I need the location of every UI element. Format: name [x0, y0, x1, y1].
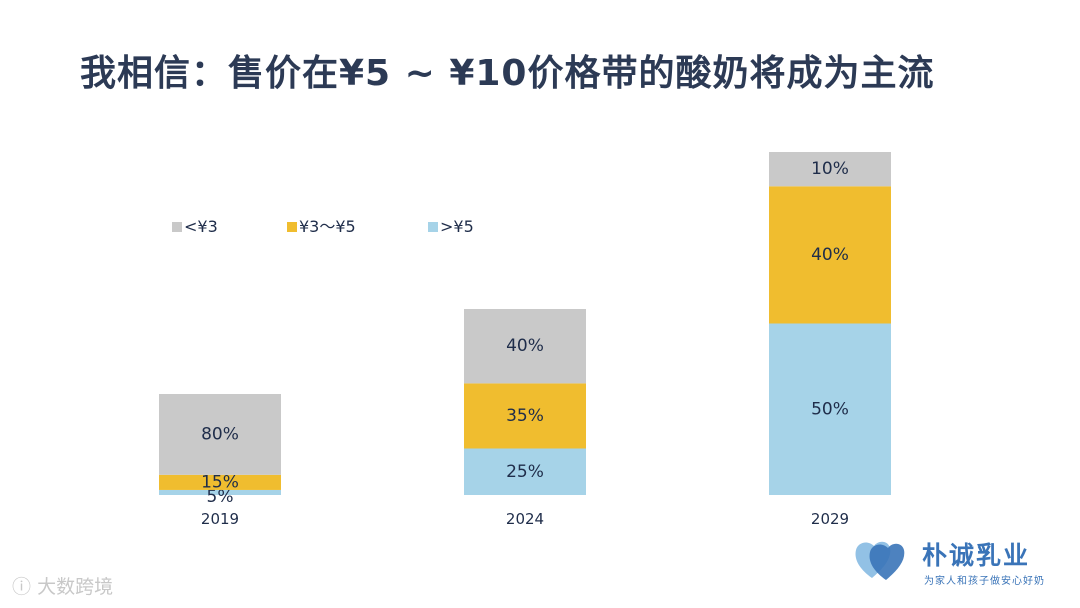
heart-logo-icon — [855, 541, 905, 580]
data-label: 40% — [811, 245, 849, 265]
legend-label: >¥5 — [440, 217, 474, 236]
watermark-logo-icon: ⓘ — [12, 576, 32, 598]
bar-segment — [159, 474, 281, 490]
brand-slogan: 为家人和孩子做安心好奶 — [924, 576, 1045, 587]
brand-logo: 朴诚乳业 为家人和孩子做安心好奶 — [852, 534, 1062, 590]
bar-segment — [464, 309, 586, 384]
watermark-text: 大数跨境 — [37, 576, 114, 598]
data-label: 50% — [811, 399, 849, 419]
x-tick-label: 2024 — [506, 510, 544, 528]
legend-label: <¥3 — [184, 217, 218, 236]
legend-swatch — [287, 222, 297, 232]
bar-segment — [769, 323, 891, 495]
brand-name: 朴诚乳业 — [922, 541, 1031, 570]
bar-segment — [769, 186, 891, 324]
data-label: 15% — [201, 472, 239, 492]
x-tick-label: 2029 — [811, 510, 849, 528]
bar-segment — [464, 383, 586, 449]
data-label: 25% — [506, 462, 544, 482]
legend-swatch — [428, 222, 438, 232]
data-label: 10% — [811, 159, 849, 179]
data-label: 5% — [207, 487, 234, 507]
data-label: 35% — [506, 406, 544, 426]
bar-segment — [159, 489, 281, 495]
data-label: 40% — [506, 336, 544, 356]
bar-segment — [464, 448, 586, 495]
legend-label: ¥3～¥5 — [299, 217, 356, 236]
legend-swatch — [172, 222, 182, 232]
x-tick-label: 2019 — [201, 510, 239, 528]
watermark: ⓘ 大数跨境 — [12, 572, 113, 599]
bar-segment — [159, 394, 281, 475]
slide-title: 我相信：售价在¥5 ~ ¥10价格带的酸奶将成为主流 — [80, 53, 935, 94]
bar-segment — [769, 152, 891, 187]
data-label: 80% — [201, 424, 239, 444]
